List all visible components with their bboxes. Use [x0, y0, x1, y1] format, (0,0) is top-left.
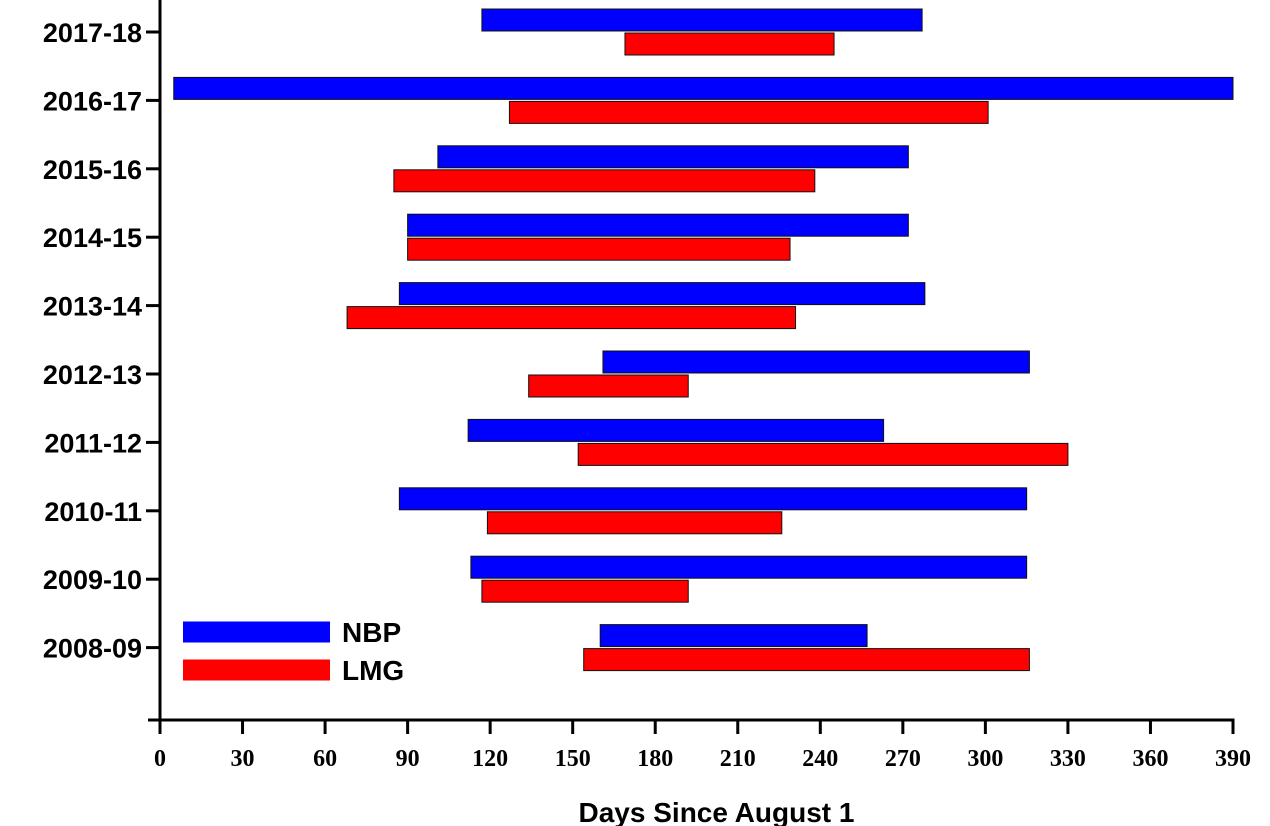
y-tick-label: 2016-17	[43, 86, 142, 116]
bars-group	[173, 8, 1234, 672]
bar-lmg	[481, 579, 689, 603]
x-tick-label: 150	[555, 746, 591, 772]
x-tick-label: 210	[720, 746, 756, 772]
bar-nbp	[173, 76, 1234, 100]
bar-lmg	[577, 442, 1069, 466]
x-tick-label: 360	[1132, 746, 1168, 772]
legend-label-lmg: LMG	[342, 655, 404, 686]
x-tick-label: 120	[472, 746, 508, 772]
x-tick-label: 390	[1215, 746, 1251, 772]
bar-lmg	[528, 374, 689, 398]
x-tick-label: 30	[231, 746, 255, 772]
legend: NBP LMG	[183, 617, 404, 686]
bar-nbp	[437, 145, 909, 169]
bar-nbp	[398, 282, 926, 306]
legend-swatch-lmg	[183, 659, 330, 681]
x-tick-label: 180	[637, 746, 673, 772]
x-tick-label: 270	[885, 746, 921, 772]
bar-lmg	[393, 169, 816, 193]
bar-nbp	[470, 555, 1028, 579]
bar-nbp	[467, 418, 885, 442]
x-tick-label: 330	[1050, 746, 1086, 772]
bar-lmg	[407, 237, 791, 261]
bar-nbp	[407, 213, 909, 237]
bar-nbp	[602, 350, 1030, 374]
y-tick-label: 2009-10	[43, 565, 142, 595]
axes-group	[148, 0, 1235, 722]
x-tick-label: 90	[396, 746, 420, 772]
bar-nbp	[599, 624, 868, 648]
legend-label-nbp: NBP	[342, 617, 401, 648]
y-tick-label: 2013-14	[43, 292, 142, 322]
x-tick-label: 300	[967, 746, 1003, 772]
ticks-group: 2017-18 2016-17 2015-16 2014-15 2013-14 2012-…	[43, 18, 1251, 772]
y-tick-label: 2017-18	[43, 18, 142, 48]
y-tick-label: 2010-11	[44, 497, 142, 527]
y-tick-label: 2014-15	[43, 223, 142, 253]
bar-lmg	[486, 511, 783, 535]
bar-lmg	[346, 306, 797, 330]
bar-nbp	[481, 8, 923, 32]
x-tick-label: 60	[313, 746, 337, 772]
bar-lmg	[508, 100, 989, 124]
y-tick-label: 2012-13	[43, 360, 142, 390]
x-tick-label: 240	[802, 746, 838, 772]
legend-swatch-nbp	[183, 621, 330, 643]
y-tick-label: 2008-09	[43, 634, 142, 664]
bar-lmg	[583, 648, 1030, 672]
y-tick-label: 2011-12	[44, 428, 142, 458]
y-tick-label: 2015-16	[43, 155, 142, 185]
bar-lmg	[624, 32, 835, 56]
x-axis-title: Days Since August 1	[579, 797, 855, 826]
bar-nbp	[398, 487, 1028, 511]
x-tick-label: 0	[154, 746, 166, 772]
